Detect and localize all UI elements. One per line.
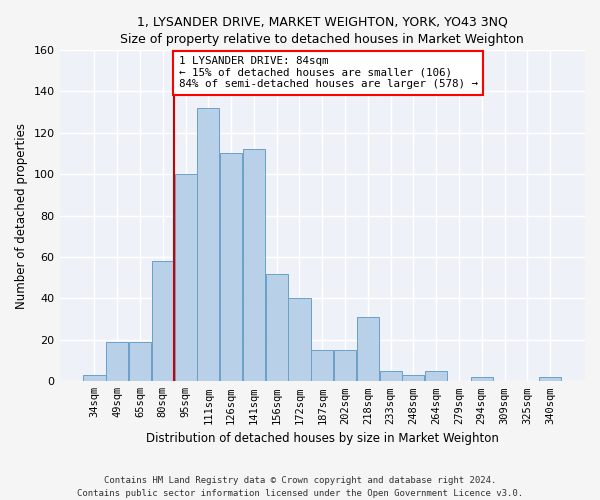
Bar bbox=[220, 154, 242, 382]
Title: 1, LYSANDER DRIVE, MARKET WEIGHTON, YORK, YO43 3NQ
Size of property relative to : 1, LYSANDER DRIVE, MARKET WEIGHTON, YORK… bbox=[121, 15, 524, 46]
Bar bbox=[425, 371, 447, 382]
Bar bbox=[197, 108, 220, 382]
Bar bbox=[380, 371, 401, 382]
Bar bbox=[106, 342, 128, 382]
Text: Contains HM Land Registry data © Crown copyright and database right 2024.
Contai: Contains HM Land Registry data © Crown c… bbox=[77, 476, 523, 498]
Bar bbox=[129, 342, 151, 382]
Bar bbox=[175, 174, 197, 382]
X-axis label: Distribution of detached houses by size in Market Weighton: Distribution of detached houses by size … bbox=[146, 432, 499, 445]
Bar bbox=[539, 377, 561, 382]
Bar bbox=[289, 298, 311, 382]
Bar bbox=[243, 150, 265, 382]
Bar bbox=[470, 377, 493, 382]
Bar bbox=[83, 375, 106, 382]
Bar bbox=[266, 274, 288, 382]
Bar bbox=[334, 350, 356, 382]
Text: 1 LYSANDER DRIVE: 84sqm
← 15% of detached houses are smaller (106)
84% of semi-d: 1 LYSANDER DRIVE: 84sqm ← 15% of detache… bbox=[179, 56, 478, 90]
Bar bbox=[152, 261, 174, 382]
Y-axis label: Number of detached properties: Number of detached properties bbox=[15, 122, 28, 308]
Bar bbox=[311, 350, 334, 382]
Bar bbox=[357, 317, 379, 382]
Bar bbox=[403, 375, 424, 382]
